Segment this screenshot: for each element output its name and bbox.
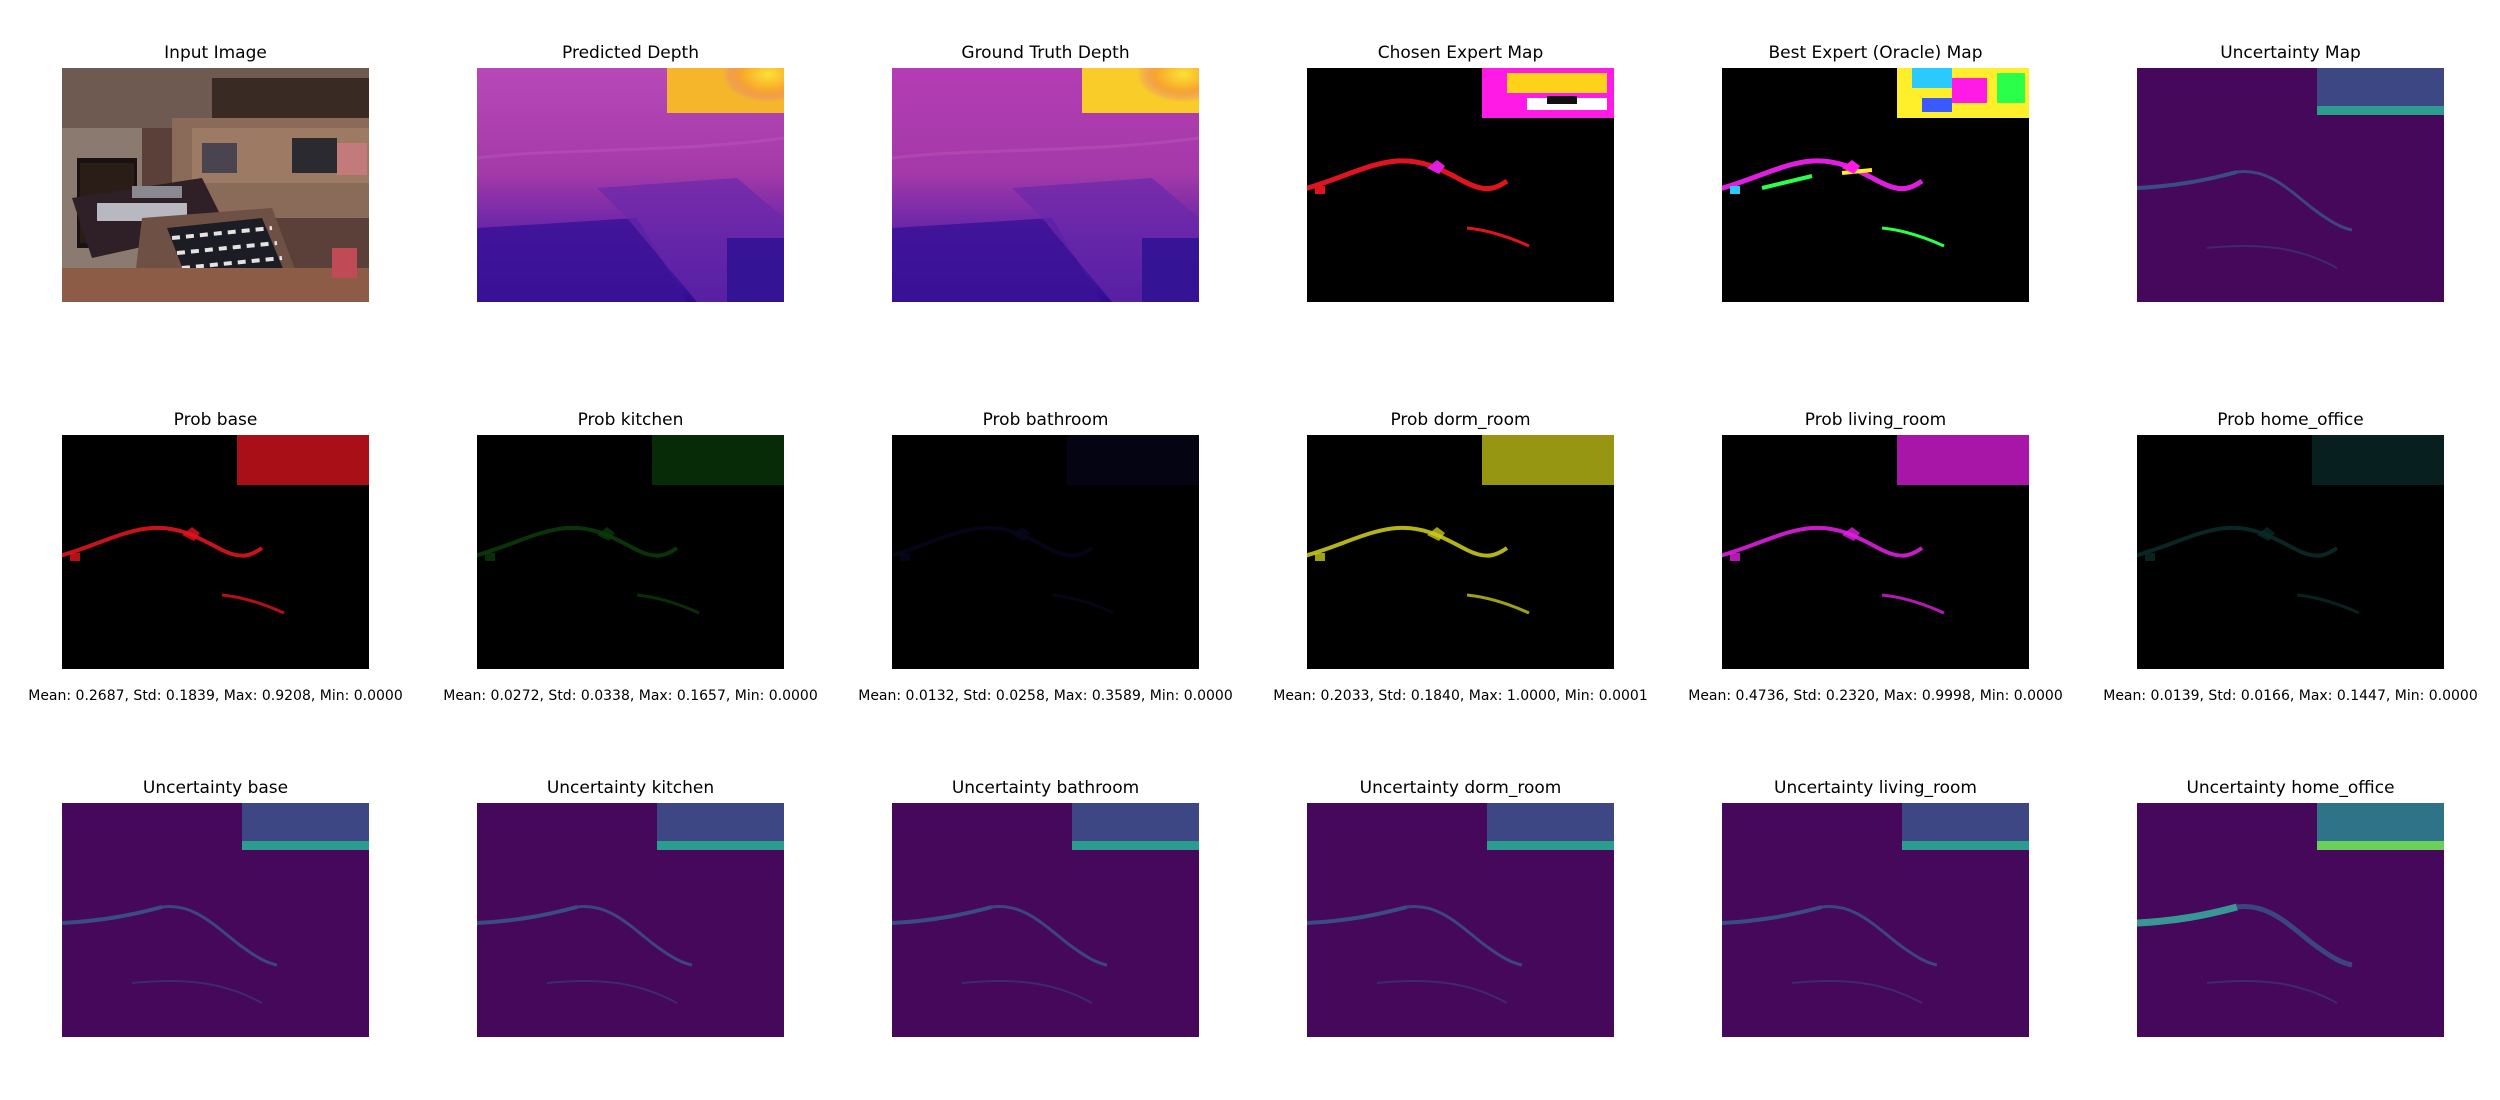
panel-title-uncertainty-base: Uncertainty base — [142, 778, 289, 798]
panel-title-chosen-expert-map: Chosen Expert Map — [1377, 43, 1544, 63]
panel-image-prob-home-office — [2137, 435, 2444, 669]
panel-prob-bathroom — [892, 435, 1199, 669]
panel-stats-prob-kitchen: Mean: 0.0272, Std: 0.0338, Max: 0.1657, … — [443, 688, 818, 704]
panel-prob-living-room — [1722, 435, 2029, 669]
panel-prob-kitchen — [477, 435, 784, 669]
panel-uncertainty-base — [62, 803, 369, 1037]
panel-uncertainty-bathroom — [892, 803, 1199, 1037]
panel-title-uncertainty-dorm-room: Uncertainty dorm_room — [1359, 778, 1562, 798]
panel-title-prob-kitchen: Prob kitchen — [577, 410, 684, 430]
panel-title-predicted-depth: Predicted Depth — [562, 43, 699, 63]
panel-title-uncertainty-map: Uncertainty Map — [2220, 43, 2361, 63]
panel-image-prob-living-room — [1722, 435, 2029, 669]
panel-image-prob-kitchen — [477, 435, 784, 669]
panel-title-prob-living-room: Prob living_room — [1804, 410, 1947, 430]
panel-image-predicted-depth — [477, 68, 784, 302]
panel-chosen-expert-map — [1307, 68, 1614, 302]
panel-stats-prob-living-room: Mean: 0.4736, Std: 0.2320, Max: 0.9998, … — [1688, 688, 2063, 704]
panel-input-image — [62, 68, 369, 302]
panel-stats-prob-base: Mean: 0.2687, Std: 0.1839, Max: 0.9208, … — [28, 688, 403, 704]
panel-image-uncertainty-map — [2137, 68, 2444, 302]
panel-image-chosen-expert-map — [1307, 68, 1614, 302]
panel-predicted-depth — [477, 68, 784, 302]
panel-prob-base — [62, 435, 369, 669]
panel-image-uncertainty-home-office — [2137, 803, 2444, 1037]
panel-stats-prob-home-office: Mean: 0.0139, Std: 0.0166, Max: 0.1447, … — [2103, 688, 2478, 704]
panel-image-uncertainty-kitchen — [477, 803, 784, 1037]
panel-title-input-image: Input Image — [164, 43, 267, 63]
panel-image-uncertainty-dorm-room — [1307, 803, 1614, 1037]
panel-title-prob-home-office: Prob home_office — [2217, 410, 2364, 430]
panel-prob-dorm-room — [1307, 435, 1614, 669]
panel-title-uncertainty-living-room: Uncertainty living_room — [1774, 778, 1977, 798]
panel-ground-truth-depth — [892, 68, 1199, 302]
panel-image-ground-truth-depth — [892, 68, 1199, 302]
panel-image-uncertainty-bathroom — [892, 803, 1199, 1037]
panel-image-prob-dorm-room — [1307, 435, 1614, 669]
panel-title-ground-truth-depth: Ground Truth Depth — [961, 43, 1130, 63]
panel-uncertainty-living-room — [1722, 803, 2029, 1037]
panel-title-prob-base: Prob base — [173, 410, 258, 430]
panel-title-uncertainty-kitchen: Uncertainty kitchen — [546, 778, 715, 798]
panel-image-prob-base — [62, 435, 369, 669]
panel-title-prob-dorm-room: Prob dorm_room — [1390, 410, 1531, 430]
panel-title-uncertainty-bathroom: Uncertainty bathroom — [951, 778, 1140, 798]
panel-image-uncertainty-living-room — [1722, 803, 2029, 1037]
panel-prob-home-office — [2137, 435, 2444, 669]
panel-best-expert-oracle-map — [1722, 68, 2029, 302]
panel-image-prob-bathroom — [892, 435, 1199, 669]
panel-title-uncertainty-home-office: Uncertainty home_office — [2186, 778, 2395, 798]
panel-title-prob-bathroom: Prob bathroom — [982, 410, 1109, 430]
panel-uncertainty-home-office — [2137, 803, 2444, 1037]
panel-image-best-expert-oracle-map — [1722, 68, 2029, 302]
panel-image-uncertainty-base — [62, 803, 369, 1037]
panel-stats-prob-bathroom: Mean: 0.0132, Std: 0.0258, Max: 0.3589, … — [858, 688, 1233, 704]
panel-uncertainty-dorm-room — [1307, 803, 1614, 1037]
panel-uncertainty-kitchen — [477, 803, 784, 1037]
panel-title-best-expert-oracle-map: Best Expert (Oracle) Map — [1768, 43, 1983, 63]
panel-stats-prob-dorm-room: Mean: 0.2033, Std: 0.1840, Max: 1.0000, … — [1273, 688, 1648, 704]
panel-image-input-image — [62, 68, 369, 302]
panel-uncertainty-map — [2137, 68, 2444, 302]
